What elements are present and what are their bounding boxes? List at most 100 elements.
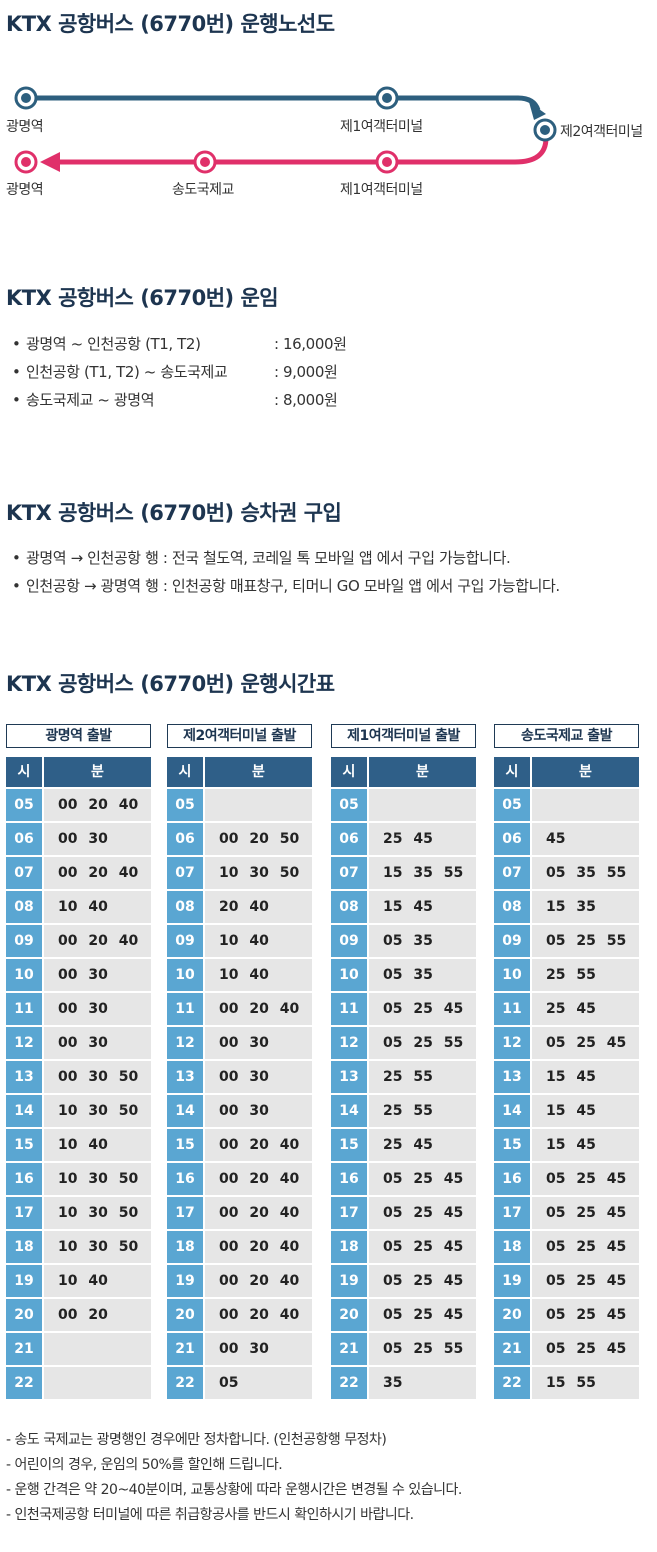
- table-row: 19 05 25 45: [494, 1265, 639, 1297]
- hour-header: 시: [331, 757, 367, 787]
- hour-cell: 06: [167, 823, 203, 855]
- minute-cell: 00 20 50: [205, 823, 312, 855]
- hour-cell: 10: [167, 959, 203, 991]
- minute-cell: 00 30: [205, 1333, 312, 1365]
- hour-cell: 10: [494, 959, 530, 991]
- hour-cell: 20: [167, 1299, 203, 1331]
- table-row: 11 00 20 40: [167, 993, 312, 1025]
- hour-cell: 05: [494, 789, 530, 821]
- timetable-table: 시 분 05 00 20 40 06 00 30 07 00 20 40 08 10 40 09 00…: [6, 757, 151, 1399]
- table-row: 10 00 30: [6, 959, 151, 991]
- table-row: 10 25 55: [494, 959, 639, 991]
- hour-cell: 17: [6, 1197, 42, 1229]
- hour-cell: 22: [167, 1367, 203, 1399]
- minute-cell: 00 30: [205, 1027, 312, 1059]
- table-row: 22 15 55: [494, 1367, 639, 1399]
- minute-cell: 20 40: [205, 891, 312, 923]
- table-row: 09 10 40: [167, 925, 312, 957]
- stop-label-t1-top: 제1여객터미널: [340, 119, 423, 135]
- minute-cell: 05 25 45: [532, 1027, 639, 1059]
- minute-cell: 00 20 40: [205, 1163, 312, 1195]
- minute-cell: 00 30: [44, 993, 151, 1025]
- table-row: 09 05 35: [331, 925, 476, 957]
- table-row: 17 00 20 40: [167, 1197, 312, 1229]
- minute-cell: 00 20 40: [205, 1265, 312, 1297]
- minute-cell: 15 45: [532, 1129, 639, 1161]
- table-row: 16 00 20 40: [167, 1163, 312, 1195]
- minute-cell: 05 25 45: [369, 1163, 476, 1195]
- table-row: 11 25 45: [494, 993, 639, 1025]
- ticket-list: • 광명역 → 인천공항 행 : 전국 철도역, 코레일 톡 모바일 앱 에서 구…: [12, 544, 560, 600]
- hour-cell: 14: [331, 1095, 367, 1127]
- table-row: 22: [6, 1367, 151, 1399]
- minute-cell: 10 40: [44, 891, 151, 923]
- minute-cell: 05 25 45: [532, 1299, 639, 1331]
- minute-cell: 05 35 55: [532, 857, 639, 889]
- minute-header: 분: [369, 757, 476, 787]
- table-row: 16 10 30 50: [6, 1163, 151, 1195]
- hour-cell: 16: [494, 1163, 530, 1195]
- minute-cell: 05 35: [369, 925, 476, 957]
- table-row: 09 05 25 55: [494, 925, 639, 957]
- minute-cell: 05 35: [369, 959, 476, 991]
- minute-cell: 00 30 50: [44, 1061, 151, 1093]
- table-row: 05: [494, 789, 639, 821]
- note-line: - 운행 간격은 약 20~40분이며, 교통상황에 따라 운행시간은 변경될 …: [6, 1482, 462, 1498]
- timetable-table: 시 분 05 06 45 07 05 35 55 08 15 35 09 05 25 55 10 25 …: [494, 757, 639, 1399]
- minute-cell: [44, 1367, 151, 1399]
- hour-cell: 08: [167, 891, 203, 923]
- hour-cell: 17: [167, 1197, 203, 1229]
- table-row: 19 00 20 40: [167, 1265, 312, 1297]
- hour-cell: 11: [331, 993, 367, 1025]
- table-row: 15 25 45: [331, 1129, 476, 1161]
- hour-cell: 11: [167, 993, 203, 1025]
- minute-cell: 05 25 45: [532, 1163, 639, 1195]
- minute-cell: 10 30 50: [205, 857, 312, 889]
- table-row: 08 15 45: [331, 891, 476, 923]
- hour-cell: 09: [167, 925, 203, 957]
- table-row: 20 00 20 40: [167, 1299, 312, 1331]
- timetable-column-title: 광명역 출발: [6, 724, 151, 748]
- table-row: 14 15 45: [494, 1095, 639, 1127]
- table-row: 20 05 25 45: [494, 1299, 639, 1331]
- table-row: 12 00 30: [167, 1027, 312, 1059]
- table-row: 21 05 25 55: [331, 1333, 476, 1365]
- minute-cell: 05 25 45: [369, 1197, 476, 1229]
- hour-cell: 11: [6, 993, 42, 1025]
- hour-cell: 13: [6, 1061, 42, 1093]
- hour-cell: 16: [167, 1163, 203, 1195]
- minute-header: 분: [44, 757, 151, 787]
- minute-cell: 00 20 40: [44, 789, 151, 821]
- timetable-table: 시 분 05 06 25 45 07 15 35 55 08 15 45 09 05 35 10 05 …: [331, 757, 476, 1399]
- minute-cell: [205, 789, 312, 821]
- outbound-arrow-icon: [529, 102, 546, 120]
- stop-label-gwangmyeong-bottom: 광명역: [6, 182, 44, 198]
- minute-cell: 15 45: [369, 891, 476, 923]
- hour-cell: 13: [331, 1061, 367, 1093]
- table-row: 18 00 20 40: [167, 1231, 312, 1263]
- minute-cell: 10 40: [205, 959, 312, 991]
- hour-cell: 19: [6, 1265, 42, 1297]
- hour-cell: 20: [331, 1299, 367, 1331]
- hour-cell: 07: [6, 857, 42, 889]
- hour-cell: 07: [167, 857, 203, 889]
- route-map: [14, 86, 557, 174]
- hour-header: 시: [494, 757, 530, 787]
- minute-cell: 10 40: [44, 1129, 151, 1161]
- hour-cell: 15: [6, 1129, 42, 1161]
- minute-cell: [44, 1333, 151, 1365]
- table-row: 07 00 20 40: [6, 857, 151, 889]
- hour-cell: 18: [494, 1231, 530, 1263]
- table-row: 10 10 40: [167, 959, 312, 991]
- minute-cell: 15 35 55: [369, 857, 476, 889]
- minute-cell: 00 20 40: [205, 1197, 312, 1229]
- minute-cell: 00 20 40: [205, 1299, 312, 1331]
- table-row: 19 10 40: [6, 1265, 151, 1297]
- table-row: 14 00 30: [167, 1095, 312, 1127]
- table-row: 06 45: [494, 823, 639, 855]
- minute-cell: 00 20 40: [44, 925, 151, 957]
- minute-cell: 00 30: [44, 959, 151, 991]
- hour-cell: 09: [6, 925, 42, 957]
